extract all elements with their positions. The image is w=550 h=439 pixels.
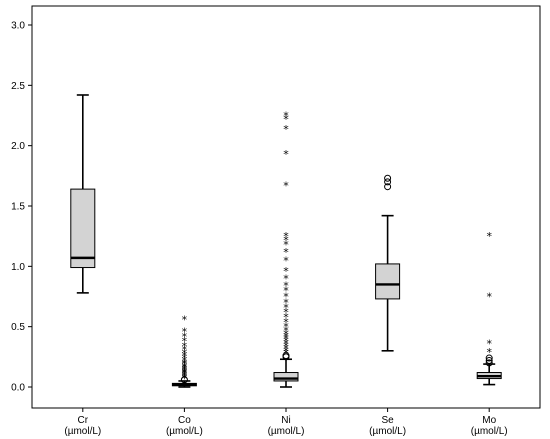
outlier-star-co: *	[182, 344, 188, 357]
outlier-star-co: *	[182, 358, 188, 371]
outlier-star-ni: *	[283, 246, 289, 259]
y-tick-label: 3.0	[11, 21, 25, 32]
outlier-circle-se	[384, 183, 392, 191]
outlier-star-ni: *	[283, 311, 289, 324]
outlier-star-ni: *	[283, 123, 289, 136]
category-unit-mo: (µmol/L)	[471, 426, 508, 437]
outlier-star-ni: *	[283, 239, 289, 252]
outlier-star-co: *	[182, 367, 188, 380]
outlier-star-co: *	[182, 371, 188, 384]
outlier-star-co: *	[182, 330, 188, 343]
y-tick-label: 0.5	[11, 322, 25, 333]
outlier-star-ni: *	[283, 254, 289, 267]
outlier-circle-mo	[485, 356, 493, 364]
outlier-circle-mo	[485, 359, 493, 367]
outlier-star-co: *	[182, 313, 188, 326]
outlier-star-ni: *	[283, 321, 289, 334]
plot-frame	[31, 5, 541, 409]
outlier-star-ni: *	[283, 230, 289, 243]
outlier-star-ni: *	[283, 272, 289, 285]
outlier-star-ni: *	[283, 342, 289, 355]
outlier-star-ni: *	[283, 338, 289, 351]
category-label-ni: Ni	[281, 415, 290, 426]
outlier-circle-mo	[485, 354, 493, 362]
outlier-star-ni: *	[283, 265, 289, 278]
outlier-circle-se	[384, 174, 392, 182]
outlier-star-co: *	[182, 365, 188, 378]
outlier-star-mo: *	[486, 346, 492, 359]
outlier-star-mo: *	[486, 291, 492, 304]
outlier-star-ni: *	[283, 301, 289, 314]
box-ni	[273, 372, 299, 382]
outlier-star-ni: *	[283, 330, 289, 343]
outlier-circle-co	[180, 376, 188, 384]
y-tick-label: 2.5	[11, 81, 25, 92]
box-cr	[70, 188, 96, 269]
category-label-se: Se	[381, 415, 394, 426]
outlier-star-co: *	[182, 364, 188, 377]
outlier-star-co: *	[182, 325, 188, 338]
outlier-star-co: *	[182, 363, 188, 376]
y-tick-label: 1.0	[11, 262, 25, 273]
outlier-star-ni: *	[283, 316, 289, 329]
outlier-star-ni: *	[283, 280, 289, 293]
outlier-star-ni: *	[283, 179, 289, 192]
outlier-star-ni: *	[283, 284, 289, 297]
outlier-star-ni: *	[283, 324, 289, 337]
outlier-star-co: *	[182, 357, 188, 370]
outlier-star-mo: *	[486, 230, 492, 243]
outlier-star-co: *	[182, 350, 188, 363]
outlier-star-ni: *	[283, 335, 289, 348]
outlier-star-co: *	[182, 362, 188, 375]
outlier-star-co: *	[182, 373, 188, 386]
outlier-star-co: *	[182, 352, 188, 365]
category-label-co: Co	[178, 415, 191, 426]
outlier-star-ni: *	[283, 345, 289, 358]
y-tick-label: 0.0	[11, 383, 25, 394]
outlier-star-ni: *	[283, 297, 289, 310]
outlier-star-ni: *	[283, 148, 289, 161]
outlier-star-co: *	[182, 347, 188, 360]
outlier-star-ni: *	[283, 110, 289, 123]
y-tick-label: 1.5	[11, 202, 25, 213]
outlier-star-co: *	[182, 360, 188, 373]
outlier-star-co: *	[182, 368, 188, 381]
category-unit-co: (µmol/L)	[166, 426, 203, 437]
y-tick-label: 2.0	[11, 141, 25, 152]
outlier-star-co: *	[182, 340, 188, 353]
outlier-star-ni: *	[283, 291, 289, 304]
outlier-circle-se	[384, 178, 392, 186]
outlier-star-co: *	[182, 369, 188, 382]
outlier-circle-ni	[282, 352, 290, 360]
outlier-star-mo: *	[486, 338, 492, 351]
category-unit-ni: (µmol/L)	[268, 426, 305, 437]
outlier-star-ni: *	[283, 113, 289, 126]
outlier-star-ni: *	[283, 347, 289, 360]
category-label-mo: Mo	[482, 415, 496, 426]
box-se	[375, 263, 401, 300]
outlier-star-ni: *	[283, 340, 289, 353]
outlier-star-ni: *	[283, 234, 289, 247]
outlier-star-ni: *	[283, 328, 289, 341]
outlier-star-co: *	[182, 335, 188, 348]
category-label-cr: Cr	[78, 415, 89, 426]
outlier-star-co: *	[182, 354, 188, 367]
outlier-star-co: *	[182, 370, 188, 383]
category-unit-cr: (µmol/L)	[64, 426, 101, 437]
outlier-star-ni: *	[283, 333, 289, 346]
category-unit-se: (µmol/L)	[369, 426, 406, 437]
outlier-star-ni: *	[283, 306, 289, 319]
